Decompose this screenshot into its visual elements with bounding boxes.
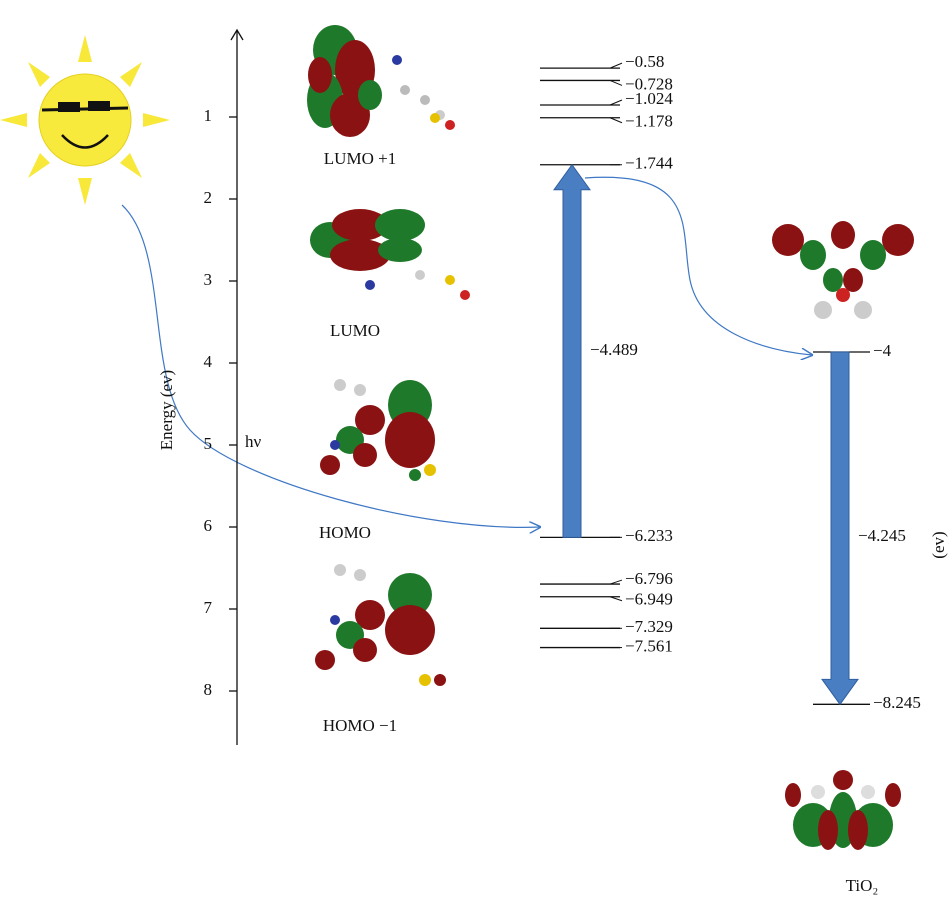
orbital-label: LUMO +1 [324, 149, 396, 168]
tick-label: 7 [204, 598, 213, 617]
tick-label: 6 [204, 516, 213, 535]
photon-label: hν [245, 432, 262, 451]
injection-arrow [585, 177, 812, 355]
tick-label: 8 [204, 680, 213, 699]
energy-diagram: Energy (ev) hν LUMO +1 LUMO HOMO HOMO −1… [0, 0, 951, 897]
gap-label: −4.245 [858, 526, 906, 545]
sun-icon [0, 35, 170, 205]
orbital-label: HOMO [319, 523, 371, 542]
tick-label: 5 [204, 434, 213, 453]
tick-label: 2 [204, 188, 213, 207]
orbital-label: LUMO [330, 321, 380, 340]
tick-label: 3 [204, 270, 213, 289]
gap-unit: (ev) [929, 531, 948, 558]
orbital-label: HOMO −1 [323, 716, 397, 735]
label-leader [610, 63, 622, 68]
label-leader [610, 118, 622, 123]
level-label: −7.329 [625, 617, 673, 636]
level-label: −4 [873, 341, 892, 360]
level-label: −1.744 [625, 154, 673, 173]
level-label: −8.245 [873, 693, 921, 712]
level-label: −0.58 [625, 52, 664, 71]
label-leader [610, 80, 622, 85]
label-leader [610, 100, 622, 105]
level-label: −1.024 [625, 89, 673, 108]
orbital-images [307, 25, 914, 850]
gap-arrow [822, 352, 858, 704]
excitation-arrow [554, 165, 590, 538]
level-label: −6.949 [625, 590, 673, 609]
axis-title: Energy (ev) [157, 370, 176, 450]
level-label: −6.796 [625, 569, 673, 588]
tio2-label: TiO₂ [846, 876, 879, 895]
level-label: −1.178 [625, 112, 673, 131]
tick-label: 4 [204, 352, 213, 371]
gap-label: −4.489 [590, 340, 638, 359]
level-label: −6.233 [625, 526, 673, 545]
level-label: −7.561 [625, 636, 673, 655]
tick-label: 1 [204, 106, 213, 125]
